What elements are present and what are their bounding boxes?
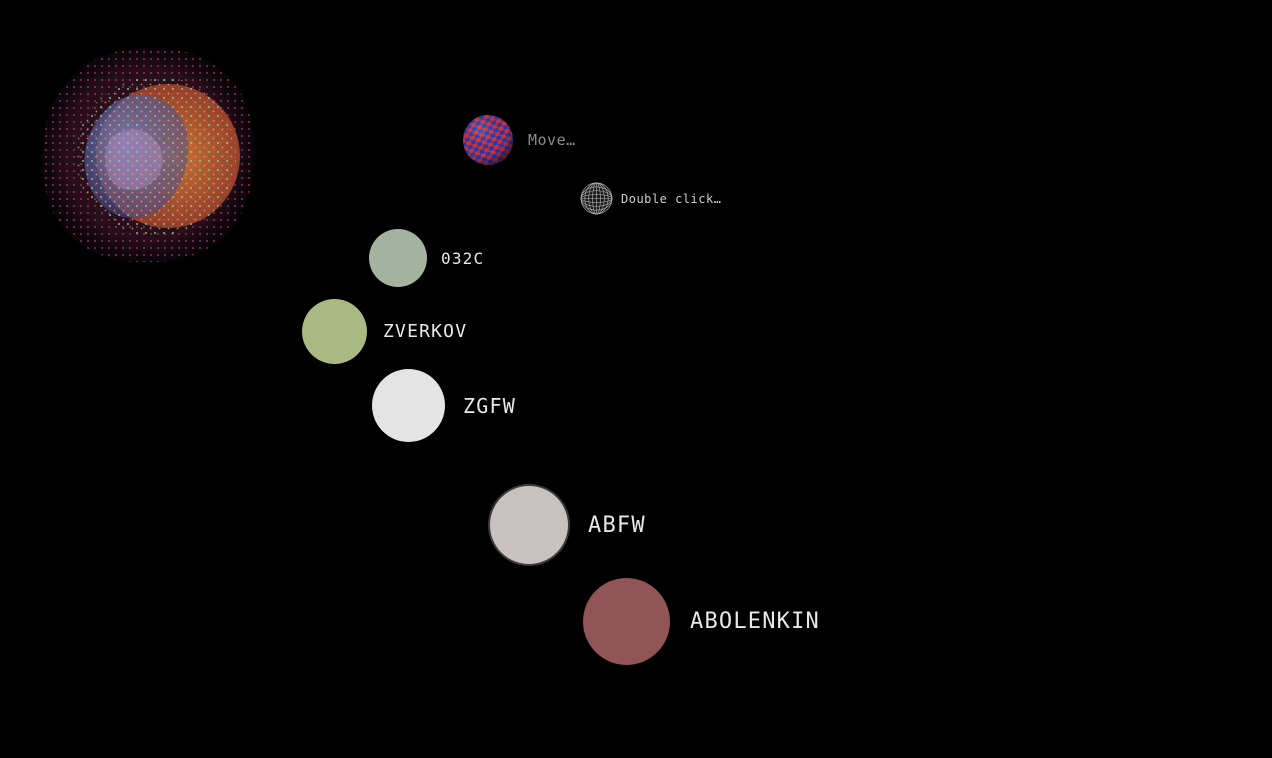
glowing-sphere-icon[interactable] <box>36 42 260 268</box>
node-032c[interactable]: 032C <box>369 229 484 287</box>
node-abfw-circle[interactable] <box>488 484 570 566</box>
node-abolenkin-circle[interactable] <box>583 578 670 665</box>
wireframe-sphere-icon[interactable] <box>580 182 613 215</box>
move-hint[interactable]: Move… <box>462 114 576 166</box>
checkered-ball-icon[interactable] <box>462 114 514 166</box>
node-abfw[interactable]: ABFW <box>488 484 646 566</box>
double-click-hint[interactable]: Double click… <box>580 182 721 215</box>
node-abolenkin[interactable]: ABOLENKIN <box>583 578 820 665</box>
double-click-hint-label: Double click… <box>621 191 722 206</box>
node-032c-circle[interactable] <box>369 229 427 287</box>
node-zverkov[interactable]: ZVERKOV <box>302 299 467 364</box>
node-032c-label[interactable]: 032C <box>441 248 485 268</box>
node-abolenkin-label[interactable]: ABOLENKIN <box>690 609 821 634</box>
node-zgfw[interactable]: ZGFW <box>372 369 516 442</box>
node-abfw-label[interactable]: ABFW <box>588 512 646 538</box>
node-zgfw-circle[interactable] <box>372 369 445 442</box>
node-zgfw-label[interactable]: ZGFW <box>463 393 516 418</box>
move-hint-label: Move… <box>528 131 576 149</box>
node-zverkov-circle[interactable] <box>302 299 367 364</box>
node-zverkov-label[interactable]: ZVERKOV <box>383 321 468 342</box>
